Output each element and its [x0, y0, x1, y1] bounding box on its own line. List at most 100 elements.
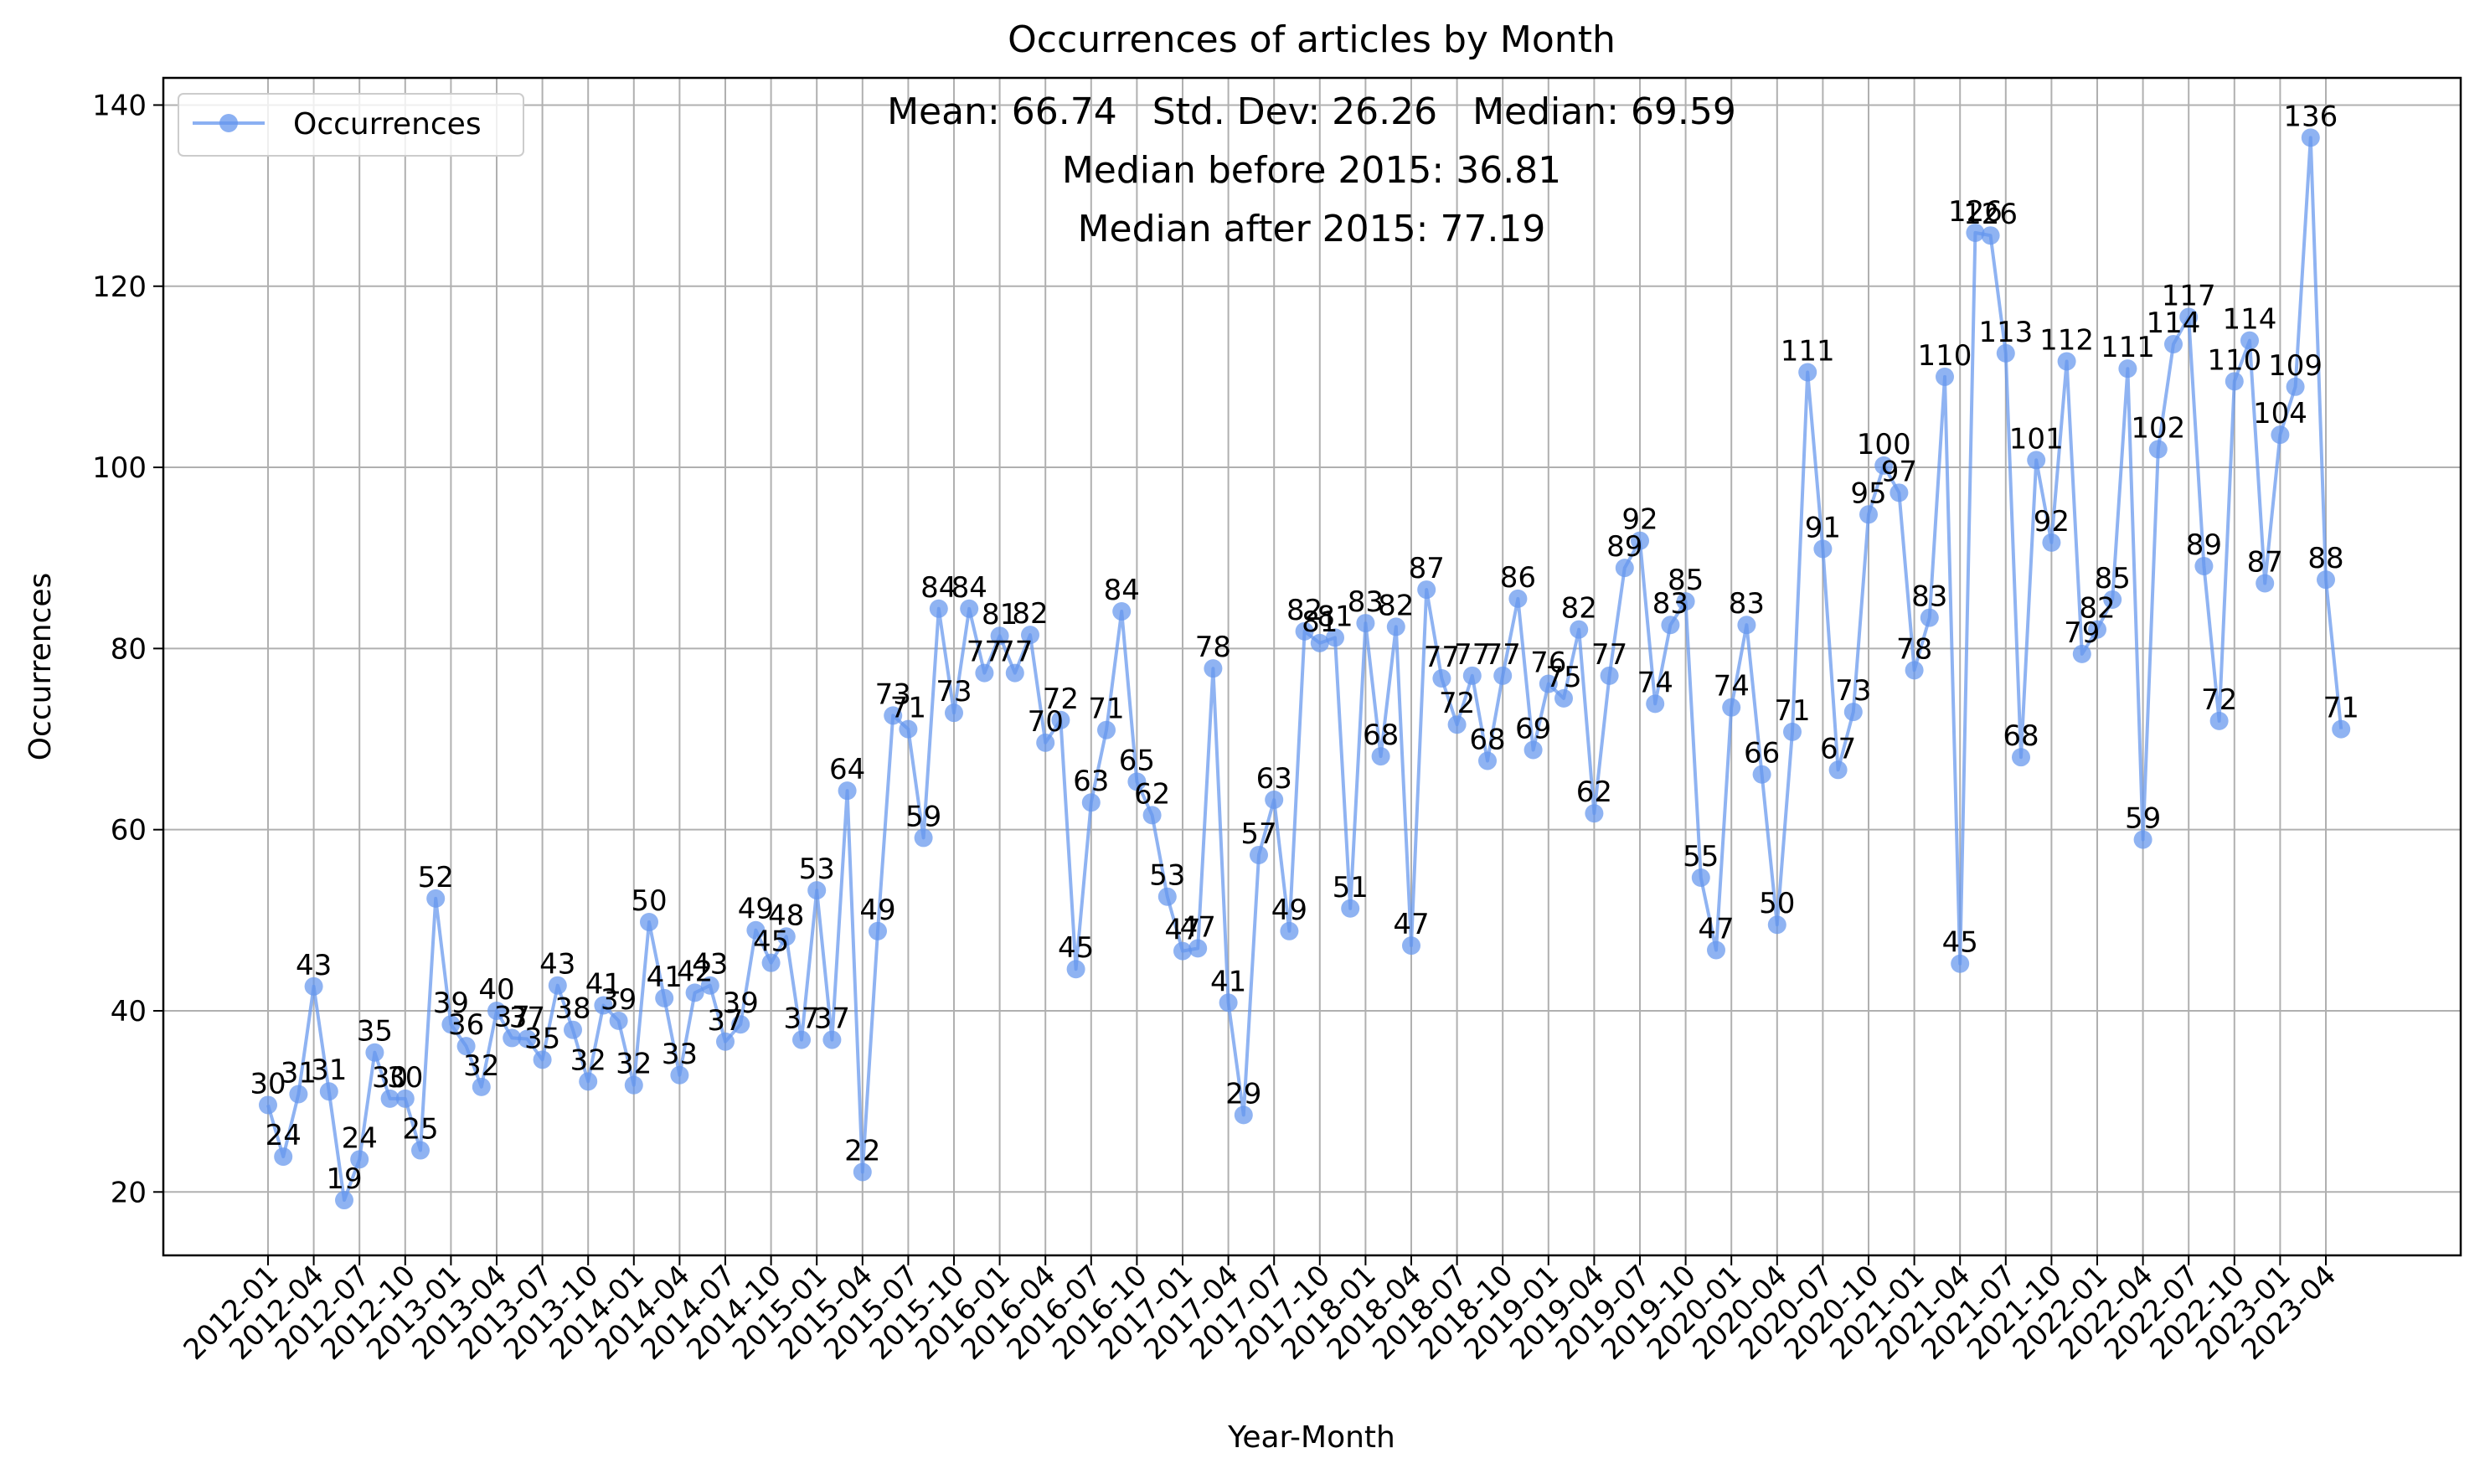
data-point	[1920, 608, 1939, 627]
data-point	[1280, 921, 1299, 940]
data-label: 37	[814, 1002, 850, 1036]
data-label: 72	[2201, 683, 2237, 717]
y-tick-label-100: 100	[92, 451, 147, 485]
data-point	[518, 1029, 537, 1049]
data-label: 39	[723, 987, 759, 1020]
data-label: 49	[1271, 894, 1307, 927]
legend: Occurrences	[178, 93, 524, 157]
data-label: 95	[1850, 477, 1886, 510]
data-label: 41	[1210, 965, 1246, 998]
data-point	[548, 976, 567, 995]
data-point	[1371, 747, 1390, 766]
data-label: 87	[1409, 552, 1445, 585]
data-label: 91	[1805, 511, 1841, 544]
data-point	[1250, 845, 1268, 864]
data-label: 81	[1317, 600, 1353, 633]
data-point	[1676, 592, 1695, 611]
data-point	[2332, 719, 2351, 739]
data-label: 37	[494, 1000, 530, 1033]
y-tick-label-60: 60	[111, 814, 147, 848]
data-label: 68	[1469, 723, 1505, 756]
data-point	[746, 920, 766, 940]
data-point	[594, 996, 613, 1015]
data-label: 31	[281, 1056, 317, 1090]
data-label: 35	[524, 1022, 560, 1055]
data-label: 25	[402, 1113, 438, 1146]
data-point	[380, 1089, 400, 1108]
data-label: 70	[1028, 705, 1064, 739]
data-label: 110	[1918, 339, 1972, 373]
data-label: 24	[342, 1121, 378, 1155]
data-point	[1752, 765, 1771, 784]
data-label: 72	[1043, 683, 1079, 716]
data-label: 24	[266, 1119, 302, 1152]
data-label: 59	[2125, 802, 2161, 836]
data-point	[2042, 533, 2061, 552]
data-label: 47	[1180, 910, 1216, 944]
data-point	[289, 1085, 308, 1104]
data-label: 37	[509, 1002, 545, 1035]
data-point	[1341, 899, 1360, 918]
data-label: 78	[1896, 632, 1932, 666]
data-point	[1066, 960, 1085, 979]
data-point	[2027, 451, 2046, 470]
data-label: 101	[2009, 422, 2064, 456]
data-label: 113	[1978, 316, 2033, 349]
data-label: 37	[707, 1004, 743, 1038]
data-point	[1234, 1105, 1253, 1125]
data-point	[1005, 663, 1024, 683]
data-label: 117	[2162, 280, 2216, 313]
data-point	[1722, 698, 1741, 717]
data-label: 66	[1744, 737, 1780, 770]
data-label: 41	[647, 961, 683, 994]
data-point	[1157, 887, 1177, 906]
data-label: 84	[951, 571, 987, 605]
data-point	[1737, 616, 1756, 635]
data-label: 40	[478, 973, 514, 1007]
data-point	[1265, 790, 1284, 809]
data-point	[1981, 226, 2000, 245]
data-point	[1219, 993, 1238, 1013]
data-point	[2194, 556, 2214, 575]
data-label: 83	[1348, 585, 1384, 619]
stats-line-median-after-2015: Median after 2015: 77.19	[1078, 208, 1546, 250]
data-label: 53	[799, 853, 835, 886]
data-point	[1036, 733, 1055, 752]
data-point	[579, 1072, 598, 1091]
data-label: 77	[1485, 638, 1521, 672]
data-point	[1432, 669, 1451, 688]
data-point	[807, 881, 827, 900]
legend-box	[178, 93, 524, 157]
data-label: 41	[585, 967, 621, 1001]
data-label: 109	[2268, 349, 2323, 383]
data-point	[1828, 760, 1848, 780]
data-label: 38	[554, 992, 590, 1026]
data-label: 63	[1256, 762, 1292, 796]
data-point	[1326, 628, 1344, 647]
data-label: 71	[1774, 694, 1810, 728]
data-point	[1585, 804, 1604, 823]
data-point	[1798, 363, 1817, 382]
data-label: 45	[1942, 926, 1978, 960]
data-point	[2317, 570, 2335, 590]
data-point	[761, 953, 781, 972]
data-point	[2301, 128, 2320, 147]
data-point	[1600, 666, 1619, 685]
data-label: 89	[2186, 528, 2222, 562]
data-point	[1646, 694, 1665, 714]
data-point	[1478, 751, 1497, 770]
data-label: 62	[1576, 775, 1612, 809]
data-point	[700, 976, 719, 995]
data-point	[1905, 661, 1924, 680]
data-point	[1996, 343, 2015, 363]
data-point	[1386, 617, 1405, 636]
data-point	[655, 988, 674, 1007]
data-label: 73	[875, 678, 911, 711]
data-point	[1661, 616, 1680, 635]
data-label: 30	[250, 1067, 286, 1100]
data-point	[1051, 710, 1070, 729]
data-point	[1127, 772, 1147, 791]
data-point	[822, 1030, 842, 1049]
data-label: 83	[1911, 580, 1947, 614]
